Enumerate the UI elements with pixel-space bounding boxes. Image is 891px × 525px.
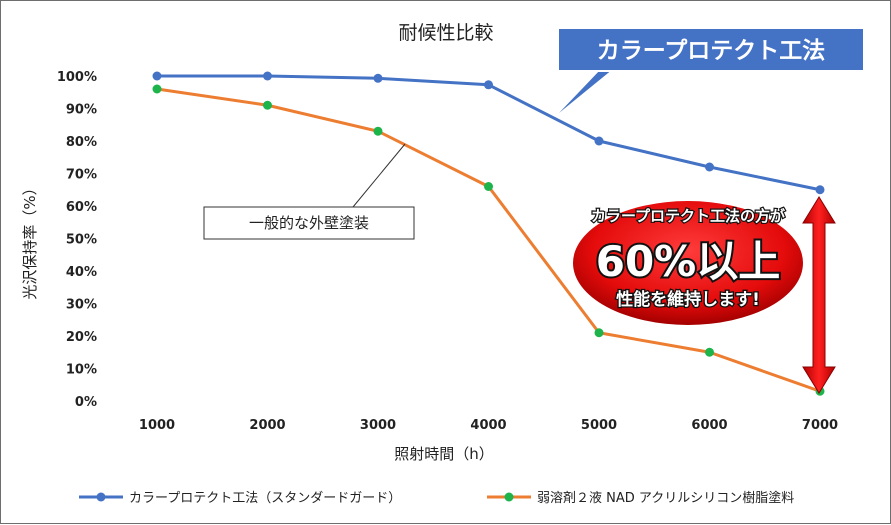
y-tick-label: 30% <box>66 298 97 313</box>
data-point-0 <box>373 73 383 83</box>
blue-callout-box <box>557 27 865 72</box>
badge-line2: 60%以上 <box>596 237 781 286</box>
orange-callout: 一般的な外壁塗装 <box>203 143 415 240</box>
blue-callout-pointer <box>559 69 613 113</box>
data-point-1 <box>484 182 493 191</box>
legend-marker-blue <box>96 492 106 502</box>
y-tick-label: 0% <box>75 395 97 410</box>
data-point-1 <box>594 328 604 338</box>
difference-arrow <box>802 196 836 394</box>
legend: カラープロテクト工法（スタンダードガード） 弱溶剤２液 NAD アクリルシリコン… <box>79 490 794 506</box>
x-tick-label: 2000 <box>249 418 285 433</box>
data-point-0 <box>484 80 493 90</box>
data-point-1 <box>152 84 162 94</box>
badge-line1: カラープロテクト工法の方が <box>591 207 786 225</box>
x-tick-label: 4000 <box>470 418 506 433</box>
badge-fill <box>573 201 803 325</box>
x-tick-label: 3000 <box>360 418 396 433</box>
legend-item-blue: カラープロテクト工法（スタンダードガード） <box>79 491 401 506</box>
legend-item-orange: 弱溶剤２液 NAD アクリルシリコン樹脂塗料 <box>487 490 794 506</box>
y-tick-label: 10% <box>66 363 97 378</box>
x-tick-label: 6000 <box>691 418 727 433</box>
data-point-0 <box>263 71 272 81</box>
data-point-0 <box>815 185 825 195</box>
x-axis-label: 照射時間（h） <box>394 445 494 463</box>
y-tick-label: 90% <box>66 103 97 118</box>
blue-callout-text: カラープロテクト工法 <box>597 38 826 64</box>
legend-label-blue: カラープロテクト工法（スタンダードガード） <box>129 491 401 506</box>
orange-callout-text: 一般的な外壁塗装 <box>249 214 369 232</box>
y-tick-label: 50% <box>66 233 97 248</box>
legend-marker-orange <box>504 492 514 502</box>
badge-line3: 性能を維持します! <box>616 289 760 310</box>
y-tick-label: 20% <box>66 330 97 345</box>
data-point-1 <box>705 347 714 357</box>
y-tick-label: 80% <box>66 135 97 150</box>
x-tick-label: 5000 <box>581 418 617 433</box>
data-point-0 <box>152 71 162 81</box>
chart-title: 耐候性比較 <box>398 22 493 44</box>
blue-callout: カラープロテクト工法 <box>557 27 865 113</box>
legend-label-orange: 弱溶剤２液 NAD アクリルシリコン樹脂塗料 <box>537 490 794 506</box>
difference-arrow-shape <box>802 196 836 394</box>
orange-callout-box <box>203 206 415 240</box>
data-point-1 <box>373 126 383 136</box>
data-point-0 <box>594 136 604 146</box>
y-axis-label: 光沢保持率（%） <box>21 180 39 299</box>
data-point-1 <box>263 100 272 110</box>
orange-callout-leader <box>352 143 406 208</box>
series-line-0 <box>155 74 822 192</box>
y-tick-label: 40% <box>66 265 97 280</box>
data-point-0 <box>705 162 714 172</box>
y-tick-label: 60% <box>66 200 97 215</box>
x-tick-label: 7000 <box>802 418 838 433</box>
performance-badge: カラープロテクト工法の方が 60%以上 性能を維持します! <box>569 197 807 329</box>
y-tick-label: 70% <box>66 168 97 183</box>
axes: 0% 10% 20% 30% 40% 50% 60% 70% 80% 90% 100% 1000 200… <box>57 70 838 433</box>
y-tick-label: 100% <box>57 70 97 85</box>
x-tick-label: 1000 <box>139 418 175 433</box>
series-layer <box>152 71 825 396</box>
